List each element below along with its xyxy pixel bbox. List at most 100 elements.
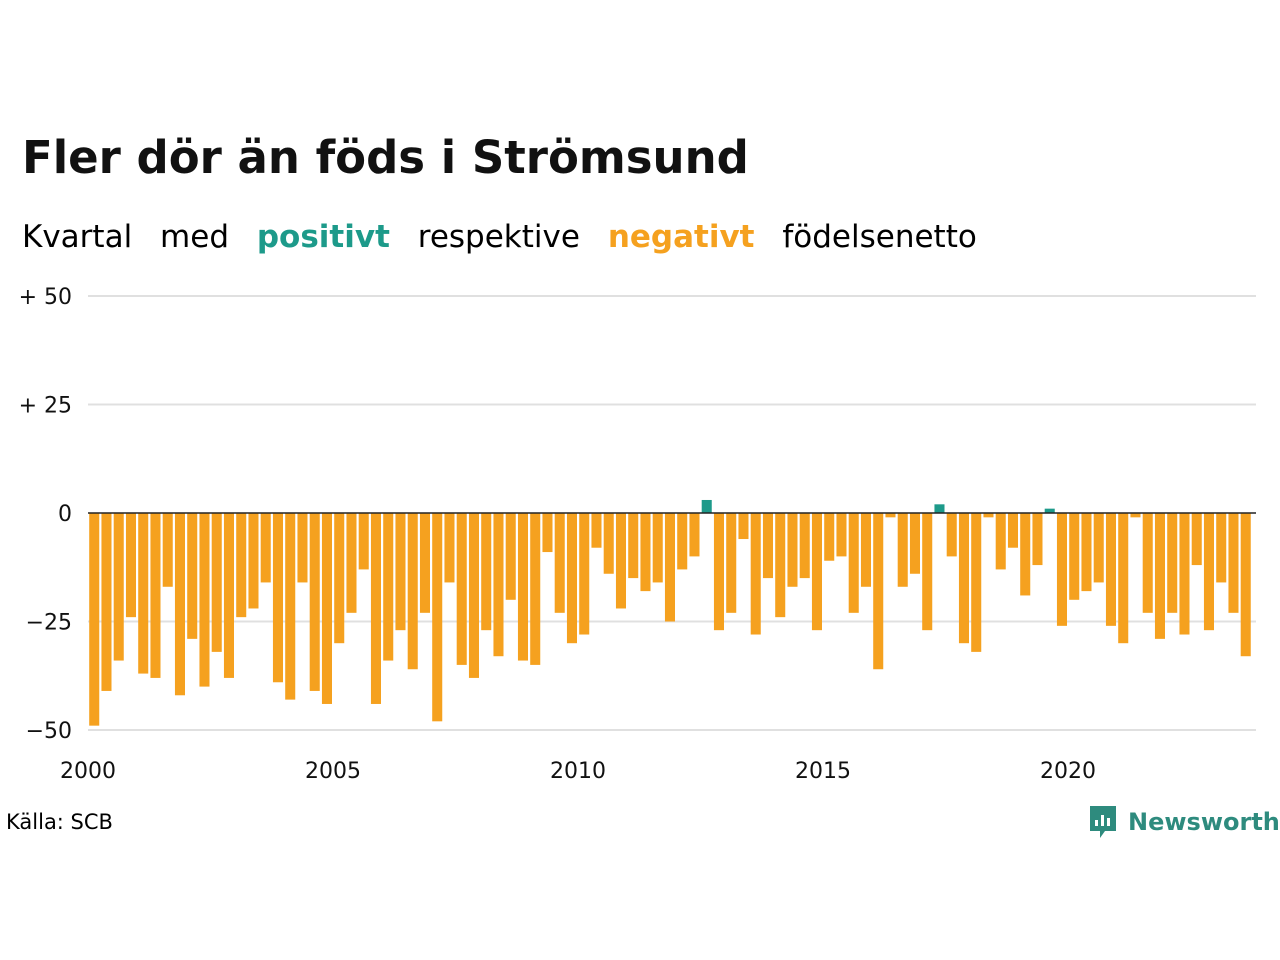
bar — [150, 513, 161, 678]
bar — [615, 513, 626, 609]
bar — [897, 513, 908, 587]
bar — [1203, 513, 1214, 631]
bar — [591, 513, 602, 548]
bar — [260, 513, 271, 583]
bar — [1007, 513, 1018, 548]
x-tick-label: 2010 — [550, 759, 606, 784]
bar — [542, 513, 553, 553]
bar — [1069, 513, 1080, 600]
bar — [383, 513, 394, 661]
bar — [1130, 513, 1141, 518]
bar — [211, 513, 222, 652]
source-note: Källa: SCB — [6, 810, 113, 834]
bar — [1032, 513, 1043, 566]
bar — [787, 513, 798, 587]
bar — [885, 513, 896, 518]
newsworthy-logo-icon — [1090, 806, 1116, 838]
bar — [223, 513, 234, 678]
bar — [726, 513, 737, 613]
bar — [1044, 508, 1055, 513]
bar — [1167, 513, 1178, 613]
bar — [1093, 513, 1104, 583]
bar — [713, 513, 724, 631]
bar — [652, 513, 663, 583]
bar — [101, 513, 112, 691]
bar — [297, 513, 308, 583]
bar — [272, 513, 283, 683]
bar — [554, 513, 565, 613]
bar — [419, 513, 430, 613]
x-tick-label: 2005 — [305, 759, 361, 784]
bar — [909, 513, 920, 574]
bar — [738, 513, 749, 540]
bar — [603, 513, 614, 574]
subtitle-positive: positivt — [256, 219, 390, 255]
bar — [321, 513, 332, 704]
bar — [199, 513, 210, 687]
bars — [89, 499, 1251, 726]
bar — [983, 513, 994, 518]
bar — [370, 513, 381, 704]
bar — [689, 513, 700, 557]
bar — [750, 513, 761, 635]
bar — [358, 513, 369, 570]
bar — [762, 513, 773, 579]
bar — [640, 513, 651, 592]
bar — [775, 513, 786, 618]
bar — [958, 513, 969, 644]
bar — [677, 513, 688, 570]
bar — [468, 513, 479, 678]
bar — [236, 513, 247, 618]
bar — [138, 513, 149, 674]
x-tick-label: 2000 — [60, 759, 116, 784]
bar — [89, 513, 100, 726]
bar — [174, 513, 185, 696]
bar — [517, 513, 528, 661]
bar — [873, 513, 884, 670]
bar — [1056, 513, 1067, 626]
bar — [505, 513, 516, 600]
bar — [309, 513, 320, 691]
y-tick-label: −50 — [26, 719, 72, 744]
bar — [946, 513, 957, 557]
y-tick-label: + 25 — [19, 394, 72, 419]
bar — [1020, 513, 1031, 596]
brand-name: Newsworthy — [1128, 808, 1280, 836]
bar — [848, 513, 859, 613]
bar — [444, 513, 455, 583]
bar — [995, 513, 1006, 570]
x-tick-label: 2015 — [795, 759, 851, 784]
bar — [922, 513, 933, 631]
bar — [530, 513, 541, 665]
chart-subtitle: Kvartal med positivt respektive negativt… — [22, 214, 995, 260]
bar — [187, 513, 198, 639]
subtitle-word: respektive — [417, 219, 580, 255]
subtitle-negative: negativt — [607, 219, 755, 255]
x-tick-label: 2020 — [1040, 759, 1096, 784]
bar — [934, 504, 945, 513]
bar — [836, 513, 847, 557]
subtitle-word: födelsenetto — [782, 219, 977, 255]
bar — [1216, 513, 1227, 583]
bar — [701, 499, 712, 513]
brand-logo: Newsworthy — [1088, 803, 1280, 841]
bar — [113, 513, 124, 661]
bar — [664, 513, 675, 622]
bar — [824, 513, 835, 561]
bar — [481, 513, 492, 631]
subtitle-word: med — [160, 219, 229, 255]
bar — [334, 513, 345, 644]
bar — [628, 513, 639, 579]
bar — [1154, 513, 1165, 639]
bar — [1081, 513, 1092, 592]
y-tick-label: 0 — [58, 502, 72, 527]
bar — [1105, 513, 1116, 626]
bar — [1118, 513, 1129, 644]
x-axis-ticks: 2000 2005 2010 2015 2020 — [60, 759, 1096, 784]
bar — [566, 513, 577, 644]
subtitle-word: Kvartal — [22, 219, 133, 255]
bar — [971, 513, 982, 652]
bar — [1240, 513, 1251, 657]
bar — [432, 513, 443, 722]
